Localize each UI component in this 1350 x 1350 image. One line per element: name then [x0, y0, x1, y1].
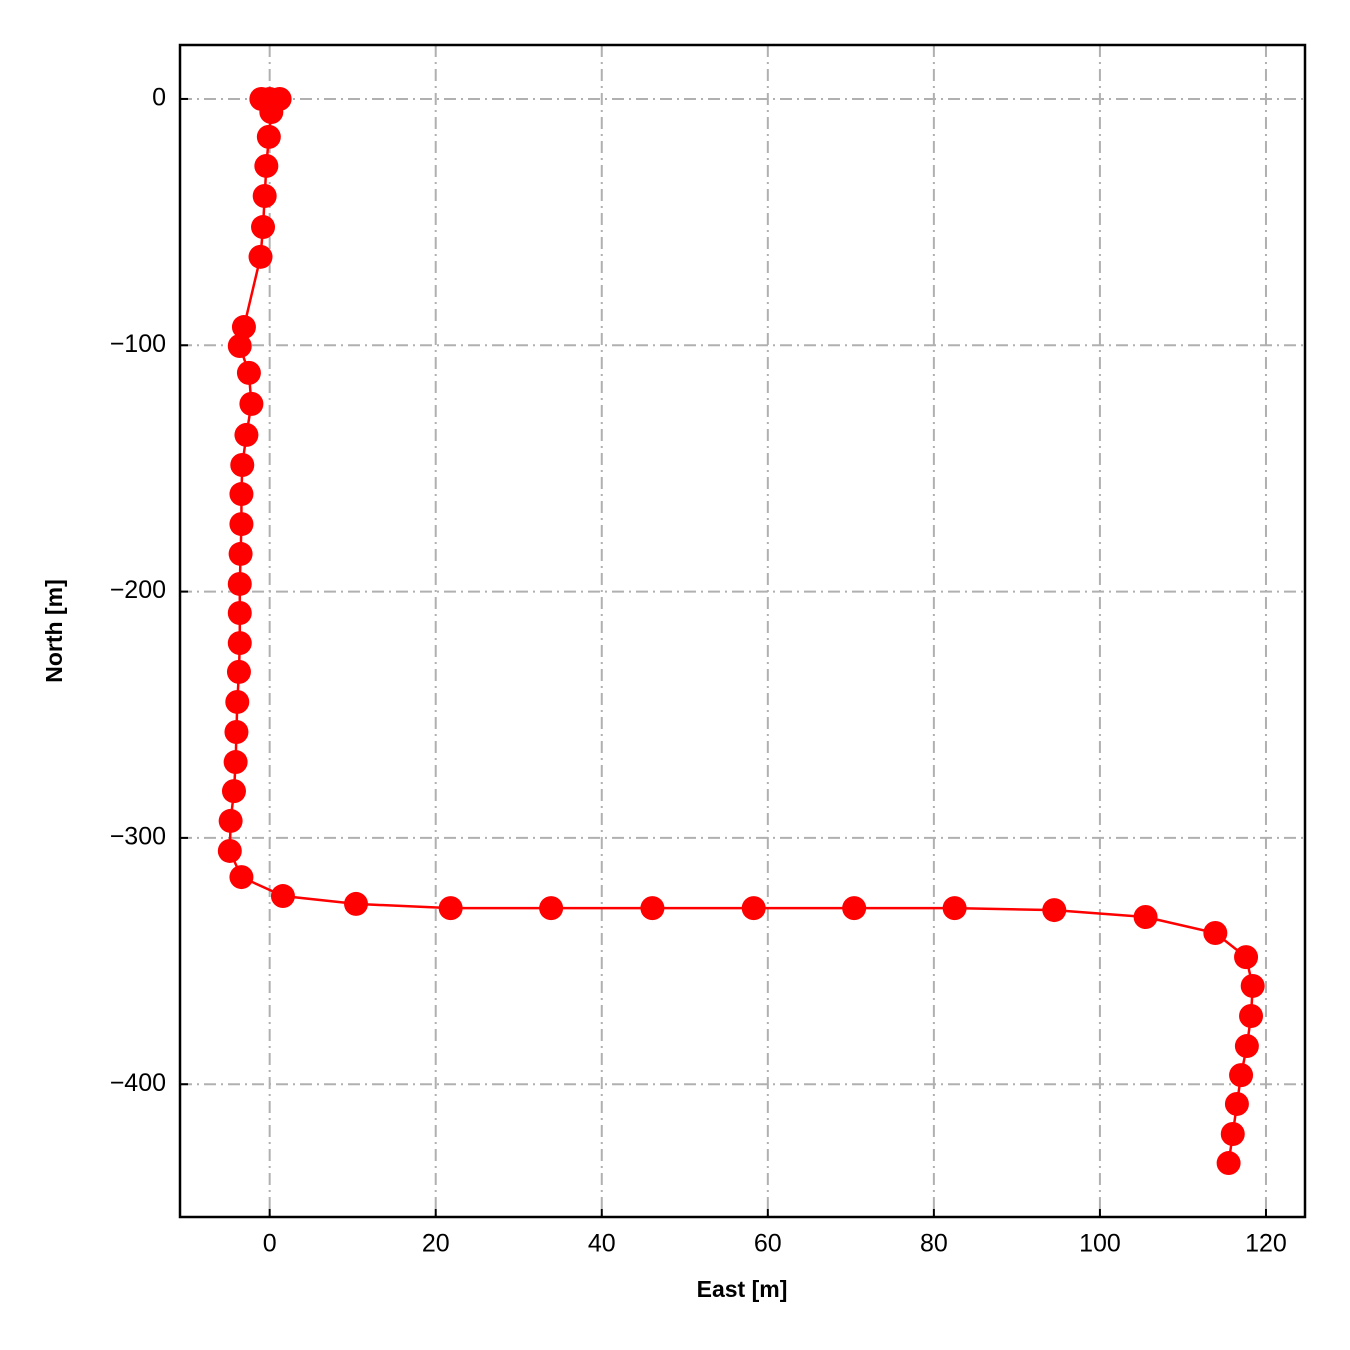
marker [252, 183, 277, 208]
marker [251, 215, 276, 240]
marker [344, 891, 369, 916]
marker [1042, 898, 1067, 923]
marker [217, 838, 242, 863]
marker [223, 750, 248, 775]
y-tick-label: −400 [110, 1069, 166, 1097]
marker [438, 896, 463, 921]
marker [226, 659, 251, 684]
marker [270, 884, 295, 909]
marker [230, 452, 255, 477]
y-tick-label: −100 [110, 330, 166, 358]
marker [234, 422, 259, 447]
marker [227, 571, 252, 596]
marker [254, 153, 279, 178]
marker [259, 99, 284, 124]
plot-frame [178, 43, 1307, 1219]
marker [1224, 1091, 1249, 1116]
marker [539, 896, 564, 921]
marker [239, 391, 264, 416]
marker [229, 482, 254, 507]
y-tick-label: −300 [110, 823, 166, 851]
marker [229, 865, 254, 890]
marker [236, 360, 261, 385]
marker [1133, 904, 1158, 929]
marker [248, 244, 273, 269]
x-tick-label: 40 [588, 1230, 616, 1258]
marker [1234, 945, 1259, 970]
marker [227, 631, 252, 656]
x-tick-label: 120 [1245, 1230, 1287, 1258]
marker [227, 334, 252, 359]
marker [225, 689, 250, 714]
marker [1216, 1151, 1241, 1176]
marker [1203, 920, 1228, 945]
y-axis-label: North [m] [41, 579, 67, 682]
marker [1240, 973, 1265, 998]
marker [218, 808, 243, 833]
marker [229, 512, 254, 537]
marker [231, 315, 256, 340]
marker [942, 896, 967, 921]
marker [1239, 1004, 1264, 1029]
y-tick-label: −200 [110, 576, 166, 604]
x-tick-label: 20 [422, 1230, 450, 1258]
x-axis-label: East [m] [697, 1276, 788, 1302]
marker [256, 124, 281, 149]
marker [1234, 1034, 1259, 1059]
marker [224, 719, 249, 744]
x-tick-label: 60 [754, 1230, 782, 1258]
marker [1229, 1063, 1254, 1088]
x-tick-label: 0 [263, 1230, 277, 1258]
marker [842, 896, 867, 921]
y-tick-label: 0 [152, 84, 166, 112]
marker [227, 601, 252, 626]
marker [228, 541, 253, 566]
x-tick-label: 80 [920, 1230, 948, 1258]
marker [741, 896, 766, 921]
marker [221, 779, 246, 804]
marker [1220, 1121, 1245, 1146]
marker [640, 896, 665, 921]
x-tick-label: 100 [1079, 1230, 1121, 1258]
